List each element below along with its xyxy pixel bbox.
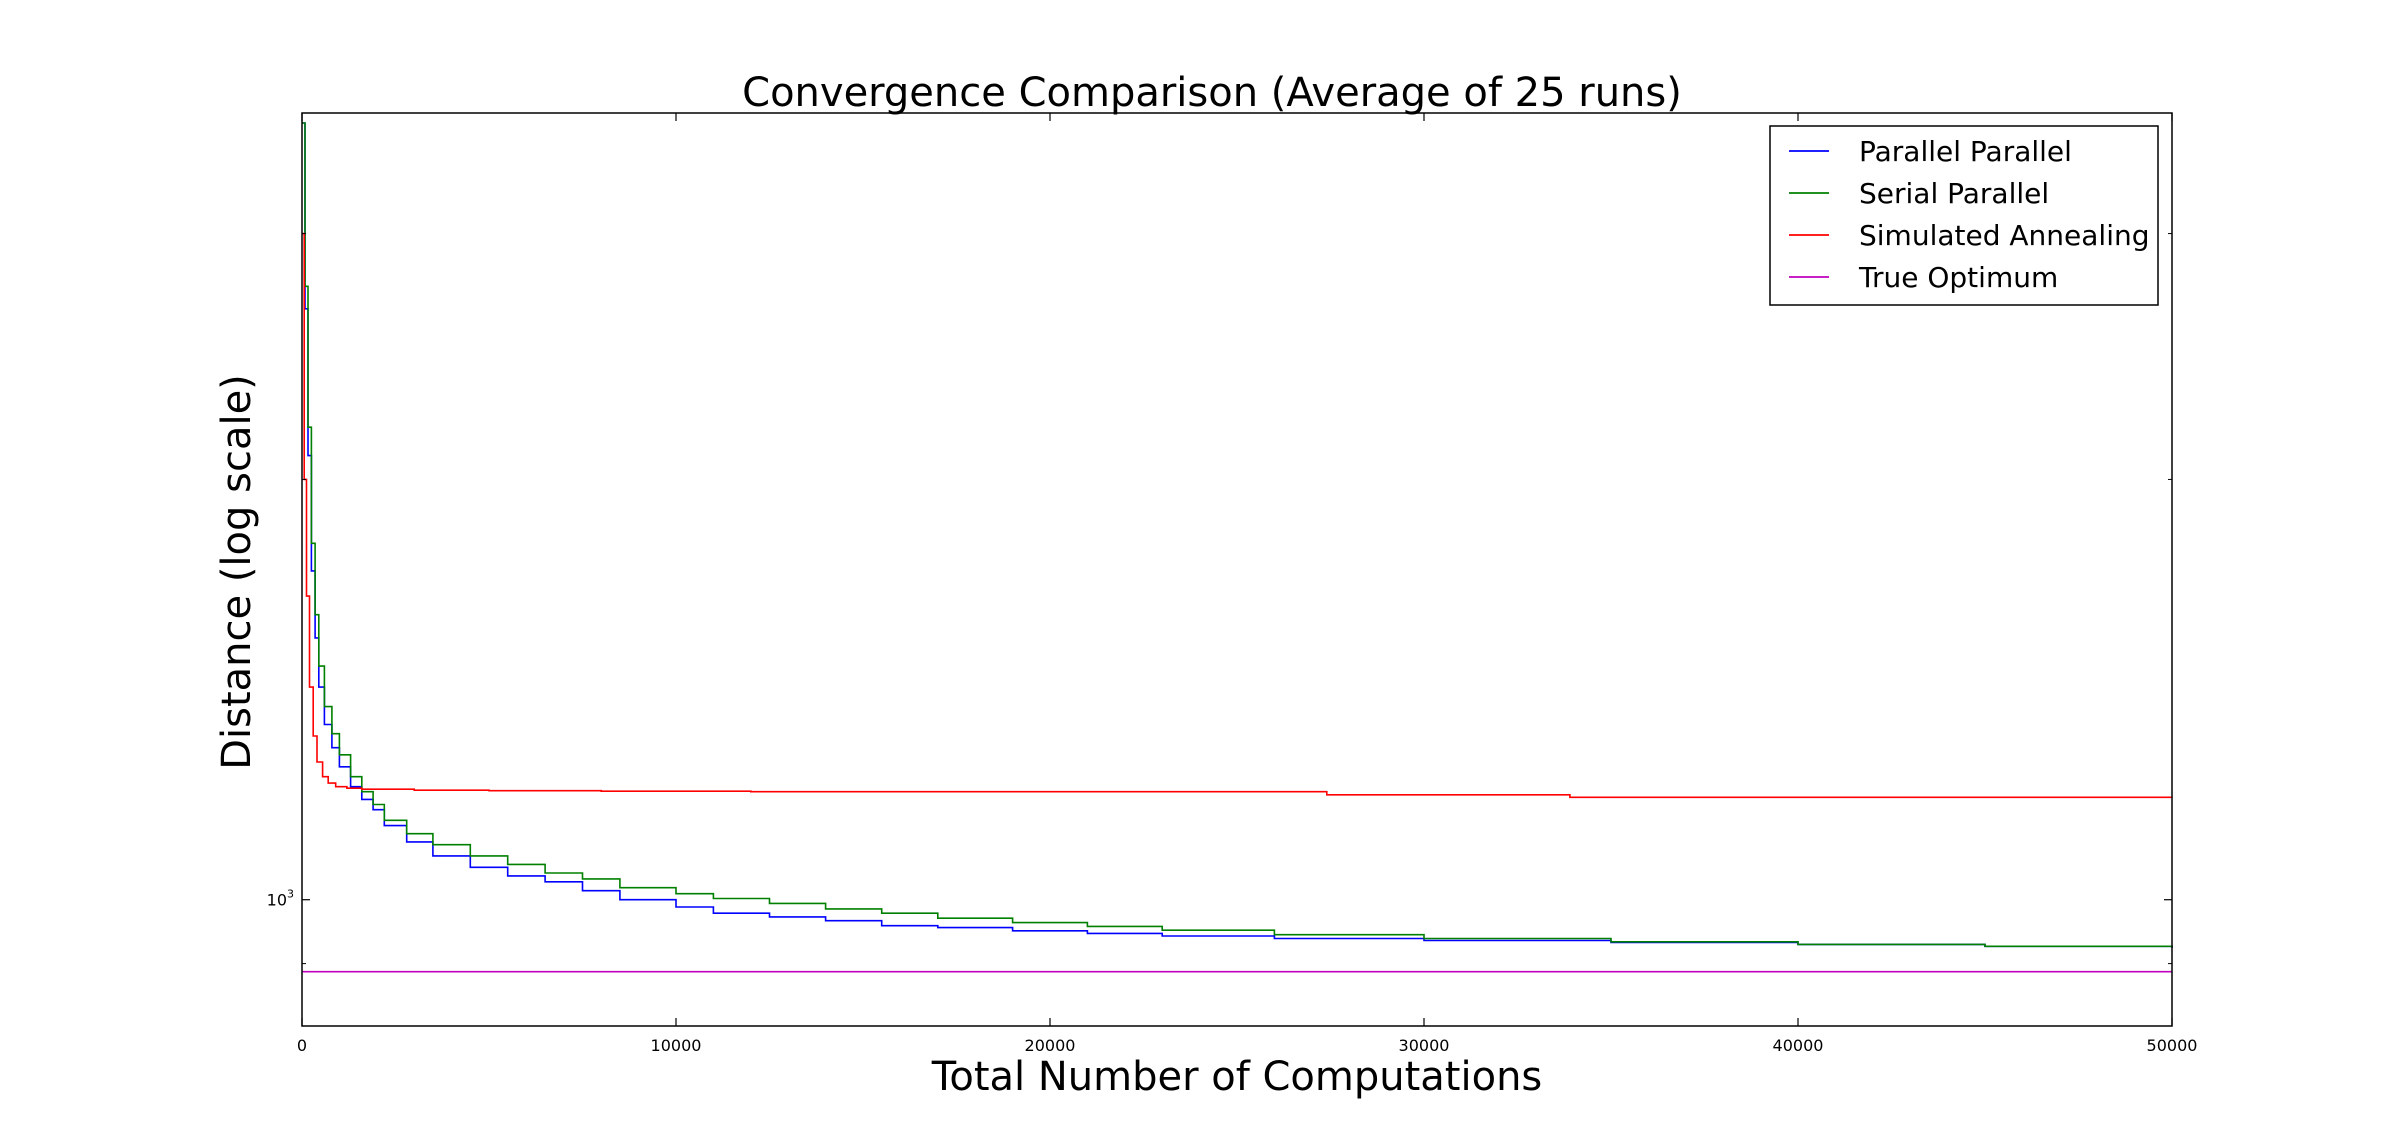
x-axis-label: Total Number of Computations: [931, 1054, 1543, 1100]
series-line-simulated-annealing: [302, 232, 2173, 799]
y-tick-label: 103: [267, 888, 294, 910]
y-axis-label: Distance (log scale): [214, 374, 260, 770]
legend-label-serial-parallel: Serial Parallel: [1859, 177, 2049, 210]
legend-box: [1769, 125, 2159, 306]
legend-label-simulated-annealing: Simulated Annealing: [1859, 219, 2150, 252]
x-tick-label: 40000: [1773, 1036, 1824, 1055]
x-tick-label: 20000: [1025, 1036, 1076, 1055]
legend: Parallel Parallel Serial Parallel Simulate…: [1769, 125, 2159, 306]
x-tick-label: 0: [297, 1036, 307, 1055]
chart-title: Convergence Comparison (Average of 25 ru…: [742, 70, 1682, 116]
y-axis-ticks: 103: [267, 233, 2172, 965]
series-line-serial-parallel: [302, 122, 2173, 948]
legend-label-true-optimum: True Optimum: [1858, 261, 2058, 294]
x-tick-label: 50000: [2147, 1036, 2198, 1055]
x-tick-label: 10000: [651, 1036, 702, 1055]
x-axis-ticks: 0 10000 20000 30000 40000 50000: [297, 113, 2198, 1055]
x-tick-label: 30000: [1399, 1036, 1450, 1055]
plot-frame: [301, 112, 2173, 1027]
series-layer: [302, 122, 2173, 973]
legend-label-parallel-parallel: Parallel Parallel: [1859, 135, 2072, 168]
